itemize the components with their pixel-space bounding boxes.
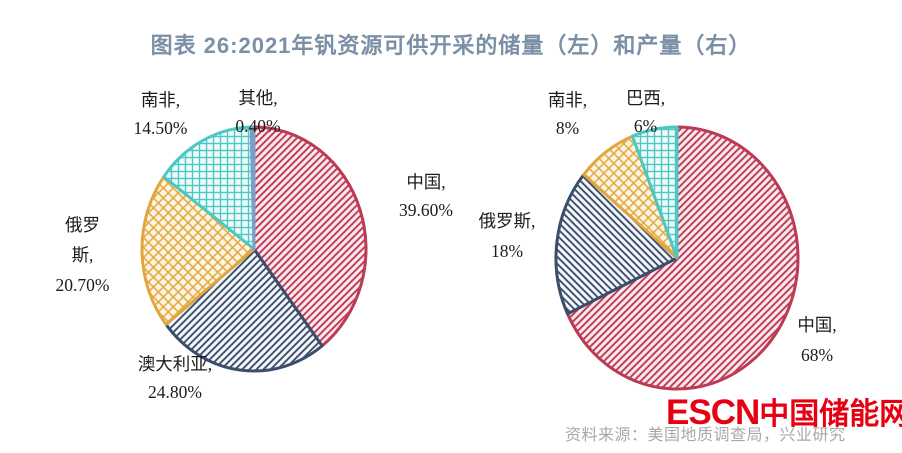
pie-chart-production	[554, 125, 800, 391]
source-note: 资料来源：美国地质调查局，兴业研究	[565, 427, 846, 444]
pie-slice-reserves-其他	[249, 125, 256, 251]
label-reserves-australia: 澳大利亚, 24.80%	[137, 354, 213, 402]
pie-slice-production-巴西	[630, 125, 679, 260]
pie-chart-reserves	[140, 125, 368, 373]
escn-logo-text: ESCN	[666, 393, 760, 432]
label-reserves-china: 中国, 39.60%	[399, 172, 453, 220]
pie-slice-reserves-俄罗斯	[140, 175, 256, 326]
pie-slice-production-俄罗斯	[554, 173, 679, 316]
label-production-china: 中国, 68%	[797, 315, 837, 365]
pie-slice-reserves-中国	[252, 125, 368, 348]
label-reserves-other: 其他, 0.40%	[235, 88, 281, 136]
escn-watermark-logo: ESCN中国储能网	[666, 393, 902, 440]
label-production-south-africa: 南非, 8%	[547, 90, 588, 138]
escn-logo-cn-text: 中国储能网	[759, 398, 902, 431]
pie-slice-reserves-南非	[162, 125, 256, 251]
label-production-brazil: 巴西, 6%	[625, 88, 666, 136]
label-production-russia: 俄罗斯, 18%	[478, 211, 536, 261]
chart-title: 图表 26:2021年钒资源可供开采的储量（左）和产量（右）	[150, 33, 752, 58]
pie-slice-production-中国	[566, 125, 800, 391]
pie-slice-reserves-澳大利亚	[164, 247, 324, 373]
label-reserves-south-africa: 南非, 14.50%	[133, 90, 188, 138]
label-reserves-russia: 俄罗 斯, 20.70%	[55, 215, 110, 295]
